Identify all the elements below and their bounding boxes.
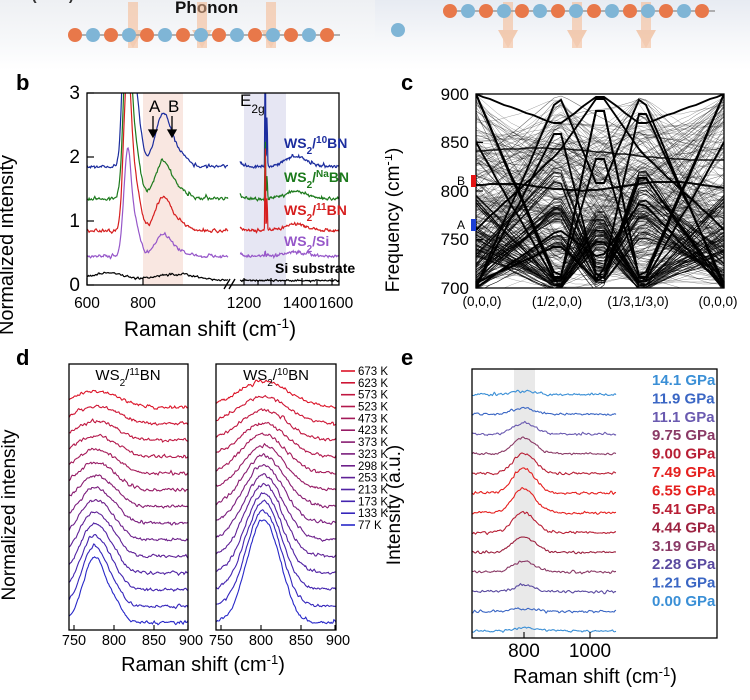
svg-text:1400: 1400: [283, 295, 318, 312]
svg-text:2.28 GPa: 2.28 GPa: [652, 556, 716, 573]
svg-text:850: 850: [441, 133, 469, 152]
svg-text:9.75 GPa: 9.75 GPa: [652, 427, 716, 444]
svg-text:600: 600: [74, 295, 100, 312]
svg-text:1.21 GPa: 1.21 GPa: [652, 575, 716, 592]
svg-text:11.1 GPa: 11.1 GPa: [652, 409, 715, 426]
svg-text:298 K: 298 K: [358, 461, 388, 473]
svg-text:750: 750: [209, 633, 233, 649]
svg-text:A: A: [457, 218, 465, 232]
svg-text:800: 800: [249, 633, 273, 649]
svg-text:133 K: 133 K: [358, 508, 388, 520]
svg-text:WS2/11BN: WS2/11BN: [95, 367, 160, 389]
svg-text:900: 900: [326, 633, 350, 649]
svg-text:(0,0,0): (0,0,0): [462, 294, 501, 309]
svg-text:Normalized intensity: Normalized intensity: [0, 155, 18, 335]
svg-text:WS2/11BN: WS2/11BN: [284, 202, 347, 224]
svg-text:3: 3: [69, 83, 80, 104]
svg-text:1600: 1600: [319, 295, 354, 312]
svg-text:(0,0,0): (0,0,0): [698, 294, 737, 309]
svg-text:Si substrate: Si substrate: [275, 260, 355, 276]
svg-text:14.1 GPa: 14.1 GPa: [652, 372, 716, 389]
svg-text:800: 800: [102, 633, 126, 649]
svg-text:3.19 GPa: 3.19 GPa: [652, 538, 716, 555]
svg-text:800: 800: [130, 295, 156, 312]
svg-text:11.9 GPa: 11.9 GPa: [652, 390, 715, 407]
svg-text:2: 2: [69, 147, 80, 168]
svg-text:323 K: 323 K: [358, 449, 388, 461]
svg-text:0: 0: [69, 275, 80, 296]
svg-text:6.55 GPa: 6.55 GPa: [652, 483, 716, 500]
svg-text:77 K: 77 K: [358, 520, 382, 532]
svg-text:9.00 GPa: 9.00 GPa: [652, 446, 716, 463]
svg-text:1000: 1000: [569, 641, 611, 662]
svg-text:B: B: [168, 97, 179, 116]
svg-text:673 K: 673 K: [358, 366, 388, 378]
svg-text:5.41 GPa: 5.41 GPa: [652, 501, 716, 518]
svg-text:4.44 GPa: 4.44 GPa: [652, 519, 716, 536]
svg-text:373 K: 373 K: [358, 437, 388, 449]
svg-text:0.00 GPa: 0.00 GPa: [652, 593, 716, 610]
svg-text:750: 750: [62, 633, 86, 649]
svg-text:(1/3,1/3,0): (1/3,1/3,0): [607, 294, 669, 309]
svg-text:623 K: 623 K: [358, 378, 388, 390]
svg-text:750: 750: [441, 230, 469, 249]
svg-text:850: 850: [289, 633, 313, 649]
svg-text:423 K: 423 K: [358, 425, 388, 437]
svg-text:800: 800: [508, 641, 540, 662]
svg-text:213 K: 213 K: [358, 485, 388, 497]
svg-text:(1/2,0,0): (1/2,0,0): [532, 294, 582, 309]
svg-text:Raman shift (cm-1): Raman shift (cm-1): [124, 315, 296, 341]
svg-text:7.49 GPa: 7.49 GPa: [652, 464, 716, 481]
svg-text:A: A: [149, 97, 161, 116]
svg-text:1200: 1200: [227, 295, 262, 312]
svg-text:900: 900: [441, 85, 469, 104]
svg-text:WS2/10BN: WS2/10BN: [284, 135, 347, 157]
svg-text:Intensity (a.u.): Intensity (a.u.): [385, 445, 405, 565]
svg-text:1: 1: [69, 211, 80, 232]
svg-text:Raman shift (cm-1): Raman shift (cm-1): [513, 664, 677, 689]
svg-text:Normalized intensity: Normalized intensity: [0, 429, 20, 601]
svg-text:473 K: 473 K: [358, 413, 388, 425]
svg-text:523 K: 523 K: [358, 402, 388, 414]
svg-text:573 K: 573 K: [358, 390, 388, 402]
svg-text:Frequency (cm-1): Frequency (cm-1): [385, 148, 404, 293]
svg-text:WS2/Si: WS2/Si: [284, 233, 329, 255]
svg-text:900: 900: [179, 633, 203, 649]
svg-text:173 K: 173 K: [358, 496, 388, 508]
svg-text:B: B: [457, 174, 465, 188]
svg-text:Raman shift (cm-1): Raman shift (cm-1): [121, 652, 285, 677]
svg-text:850: 850: [142, 633, 166, 649]
svg-text:253 K: 253 K: [358, 473, 388, 485]
